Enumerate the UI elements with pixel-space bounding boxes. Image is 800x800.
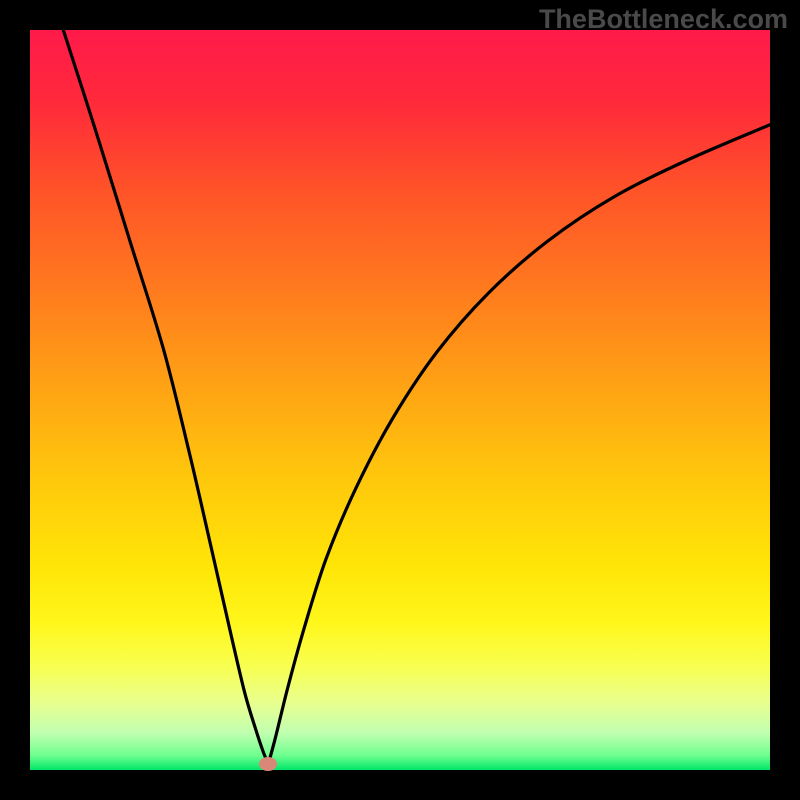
plot-area: [30, 30, 770, 770]
watermark-text: TheBottleneck.com: [539, 4, 788, 35]
optimum-marker: [259, 757, 277, 771]
curve-path: [63, 30, 770, 764]
bottleneck-curve: [30, 30, 770, 770]
chart-container: TheBottleneck.com: [0, 0, 800, 800]
